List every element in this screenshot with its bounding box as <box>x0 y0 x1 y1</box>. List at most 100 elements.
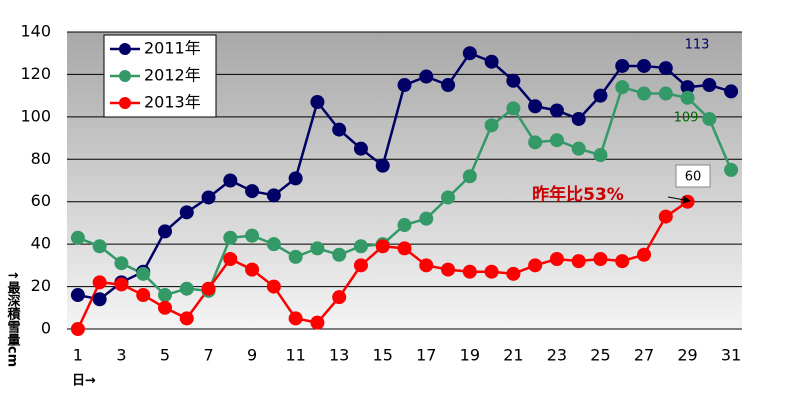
x-tick-label: 7 <box>203 346 213 365</box>
annotation-box <box>675 164 711 188</box>
data-point <box>702 78 717 93</box>
x-tick-label: 13 <box>329 346 349 365</box>
data-point <box>288 249 303 264</box>
legend: 2011年 2012年 2013年 <box>103 34 217 118</box>
y-tick-label: 40 <box>31 234 51 253</box>
data-point <box>419 258 434 273</box>
data-point <box>462 169 477 184</box>
data-point <box>441 190 456 205</box>
y-tick-label: 80 <box>31 149 51 168</box>
data-point <box>637 58 652 73</box>
data-point <box>658 61 673 76</box>
data-point <box>724 84 739 99</box>
y-tick-label: 140 <box>20 22 51 41</box>
data-point <box>593 148 608 163</box>
data-point <box>528 258 543 273</box>
data-point <box>441 78 456 93</box>
y-tick-label: 0 <box>41 319 51 338</box>
data-point <box>615 254 630 269</box>
data-point <box>223 173 238 188</box>
data-point <box>179 205 194 220</box>
data-point <box>484 54 499 69</box>
x-tick-label: 17 <box>416 346 436 365</box>
x-tick-label: 27 <box>634 346 654 365</box>
y-tick-label: 60 <box>31 191 51 210</box>
data-point <box>136 288 151 303</box>
x-tick-label: 5 <box>160 346 170 365</box>
data-point <box>266 188 281 203</box>
data-point <box>462 264 477 279</box>
data-point <box>528 135 543 150</box>
legend-marker <box>119 70 131 82</box>
legend-marker <box>119 97 131 109</box>
y-tick-label: 100 <box>20 106 51 125</box>
data-point <box>484 264 499 279</box>
data-point <box>397 241 412 256</box>
annotation-arrow <box>667 195 691 204</box>
data-point <box>680 194 695 209</box>
data-point <box>593 88 608 103</box>
data-point <box>70 288 85 303</box>
annotation: 60 <box>685 170 702 185</box>
legend-marker <box>119 43 131 55</box>
data-point <box>441 262 456 277</box>
data-point <box>136 266 151 281</box>
data-point <box>157 300 172 315</box>
data-point <box>332 290 347 305</box>
x-tick-label: 3 <box>116 346 126 365</box>
x-tick-label: 31 <box>721 346 741 365</box>
y-tick-label: 20 <box>31 276 51 295</box>
data-point <box>637 247 652 262</box>
x-tick-label: 21 <box>503 346 523 365</box>
data-point <box>70 230 85 245</box>
data-point <box>506 266 521 281</box>
data-point <box>70 322 85 336</box>
x-tick-label: 11 <box>285 346 305 365</box>
data-point <box>245 228 260 243</box>
data-point <box>179 311 194 326</box>
x-tick-label: 9 <box>247 346 257 365</box>
data-point <box>702 111 717 126</box>
x-tick-label: 23 <box>547 346 567 365</box>
series-group <box>70 46 739 336</box>
data-point <box>157 224 172 239</box>
data-point <box>375 239 390 254</box>
data-point <box>266 237 281 252</box>
data-point <box>571 111 586 126</box>
data-point <box>310 315 325 330</box>
data-point <box>332 247 347 262</box>
data-point <box>506 101 521 116</box>
y-tick-label: 120 <box>20 64 51 83</box>
data-point <box>397 78 412 93</box>
data-point <box>375 158 390 173</box>
data-point <box>332 122 347 137</box>
data-point <box>92 275 107 290</box>
data-point <box>658 86 673 101</box>
data-point <box>310 95 325 110</box>
data-point <box>484 118 499 133</box>
data-point <box>615 58 630 73</box>
data-point <box>549 251 564 266</box>
data-point <box>528 99 543 114</box>
data-point <box>288 171 303 186</box>
data-point <box>571 141 586 156</box>
data-point <box>680 80 695 95</box>
data-point <box>288 311 303 326</box>
x-axis-label: 日→ <box>72 374 96 389</box>
x-tick-label: 19 <box>460 346 480 365</box>
data-point <box>658 209 673 224</box>
data-point <box>92 292 107 307</box>
data-point <box>462 46 477 61</box>
data-point <box>92 239 107 254</box>
data-point <box>397 218 412 233</box>
data-point <box>506 73 521 88</box>
data-point <box>179 281 194 296</box>
annotation: 113 <box>685 38 710 53</box>
data-point <box>571 254 586 269</box>
data-point <box>266 279 281 294</box>
legend-label: 2013年 <box>144 93 201 112</box>
data-point <box>353 239 368 254</box>
data-point <box>157 288 172 303</box>
x-tick-label: 15 <box>373 346 393 365</box>
